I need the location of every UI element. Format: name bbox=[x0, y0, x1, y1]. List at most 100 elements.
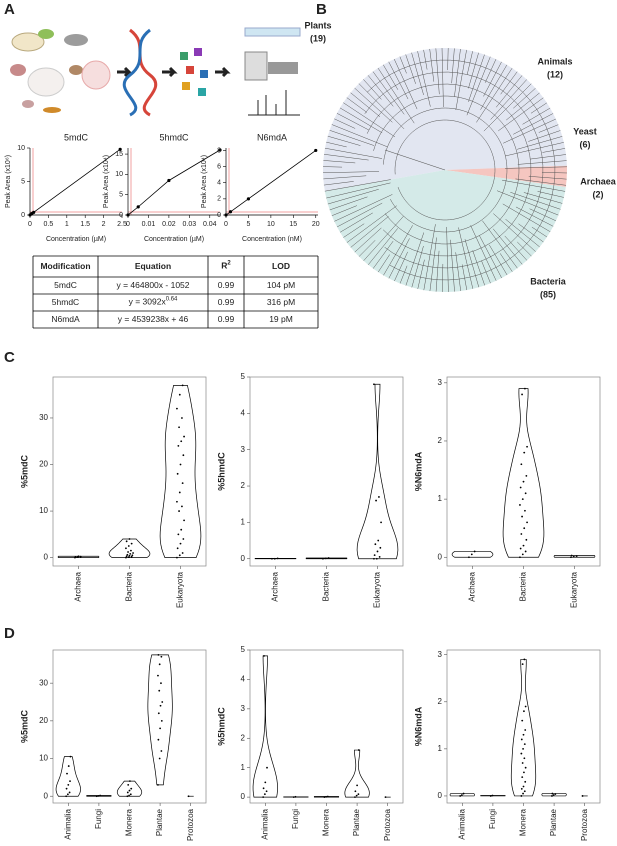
data-point bbox=[572, 555, 575, 558]
data-point bbox=[520, 795, 523, 797]
tree-arc bbox=[382, 107, 508, 233]
clade-name: Plants bbox=[304, 20, 331, 30]
data-point bbox=[521, 393, 523, 396]
data-point bbox=[521, 762, 524, 764]
data-point bbox=[355, 794, 358, 797]
x-tick-label: Fungi bbox=[488, 809, 497, 829]
x-tick-label: 0.5 bbox=[44, 221, 54, 228]
data-point bbox=[554, 793, 557, 795]
y-tick-label: 0 bbox=[241, 792, 246, 801]
tree-branch bbox=[388, 61, 409, 100]
calibration-point bbox=[167, 178, 171, 183]
x-tick-label: 0.03 bbox=[183, 221, 197, 228]
data-point bbox=[292, 796, 295, 799]
data-point bbox=[265, 790, 268, 793]
tree-branch bbox=[423, 224, 436, 291]
violin bbox=[313, 796, 340, 798]
x-tick-label: 2.5 bbox=[117, 221, 127, 228]
x-tick-label: Animalia bbox=[260, 808, 269, 839]
x-tick-label: 0 bbox=[224, 221, 228, 228]
tree-branch bbox=[517, 241, 532, 257]
x-tick-label: 0.02 bbox=[162, 221, 176, 228]
data-point bbox=[127, 545, 130, 547]
data-point bbox=[525, 538, 528, 541]
x-tick-label: Eukaryota bbox=[373, 571, 382, 608]
tree-branch bbox=[482, 220, 518, 269]
tree-branch bbox=[499, 253, 513, 272]
panel-label: D bbox=[4, 625, 15, 642]
tree-branch bbox=[384, 149, 446, 171]
data-point bbox=[160, 655, 163, 658]
data-point bbox=[575, 555, 578, 558]
violin bbox=[86, 795, 112, 797]
tree-branch bbox=[399, 56, 407, 74]
data-point bbox=[69, 755, 72, 758]
data-point bbox=[520, 752, 523, 755]
data-point bbox=[462, 792, 465, 795]
data-point bbox=[375, 499, 377, 502]
data-point bbox=[523, 743, 526, 746]
data-point bbox=[551, 792, 554, 795]
data-point bbox=[127, 551, 129, 553]
tree-branch bbox=[517, 160, 567, 165]
data-point bbox=[523, 710, 525, 713]
table-cell: y = 3092x0.64 bbox=[129, 296, 178, 307]
data-point bbox=[128, 789, 131, 792]
y-tick-label: 5 bbox=[21, 178, 25, 185]
tree-branch bbox=[496, 75, 523, 108]
data-point bbox=[178, 491, 181, 494]
data-point bbox=[132, 552, 134, 554]
data-point bbox=[519, 486, 522, 489]
tree-branch bbox=[472, 250, 485, 286]
clade-name: Archaea bbox=[580, 176, 617, 186]
x-tick-label: Monera bbox=[519, 808, 528, 836]
data-point bbox=[128, 794, 130, 797]
tree-branch bbox=[450, 239, 455, 292]
data-point bbox=[158, 689, 161, 692]
data-point bbox=[522, 544, 525, 547]
y-tick-label: 20 bbox=[39, 716, 48, 725]
data-point bbox=[176, 472, 179, 475]
tree-arc bbox=[367, 59, 556, 281]
data-point bbox=[378, 556, 381, 558]
data-point bbox=[157, 712, 160, 715]
tree-branch bbox=[483, 61, 502, 97]
data-point bbox=[129, 552, 132, 555]
tree-branch bbox=[372, 71, 405, 115]
plot-frame bbox=[446, 376, 601, 567]
data-point bbox=[262, 787, 265, 790]
data-point bbox=[373, 557, 375, 560]
violin bbox=[510, 659, 537, 797]
tree-branch bbox=[502, 203, 551, 232]
violin bbox=[57, 555, 100, 558]
x-tick-label: Eukaryota bbox=[176, 571, 185, 608]
data-point bbox=[459, 795, 462, 797]
tree-branch bbox=[354, 87, 393, 123]
y-axis-label: Peak Area (x10⁴) bbox=[201, 155, 208, 208]
tree-branch bbox=[346, 97, 368, 113]
y-tick-label: 10 bbox=[17, 145, 25, 152]
y-tick-label: 30 bbox=[39, 678, 48, 687]
x-tick-label: 15 bbox=[289, 221, 297, 228]
data-point bbox=[521, 663, 524, 666]
chart-title: N6mdA bbox=[257, 132, 287, 142]
data-point bbox=[125, 556, 127, 559]
calibration-point bbox=[246, 197, 251, 201]
y-axis-label: %5mdC bbox=[19, 710, 29, 744]
plot-frame bbox=[446, 649, 601, 804]
tree-branch bbox=[339, 107, 383, 134]
tree-branch bbox=[336, 113, 369, 131]
violin bbox=[541, 793, 567, 797]
data-point bbox=[187, 795, 190, 798]
cell-superscript: 2 bbox=[227, 260, 231, 266]
table-cell: N6mdA bbox=[51, 314, 80, 324]
tree-branch bbox=[530, 102, 547, 114]
y-tick-label: 0 bbox=[241, 554, 246, 563]
tree-branch bbox=[537, 191, 564, 198]
y-tick-label: 3 bbox=[438, 378, 443, 387]
x-tick-label: Protozoa bbox=[186, 808, 195, 841]
data-point bbox=[491, 794, 494, 797]
tree-branch bbox=[343, 102, 396, 138]
x-tick-label: 0 bbox=[28, 221, 32, 228]
